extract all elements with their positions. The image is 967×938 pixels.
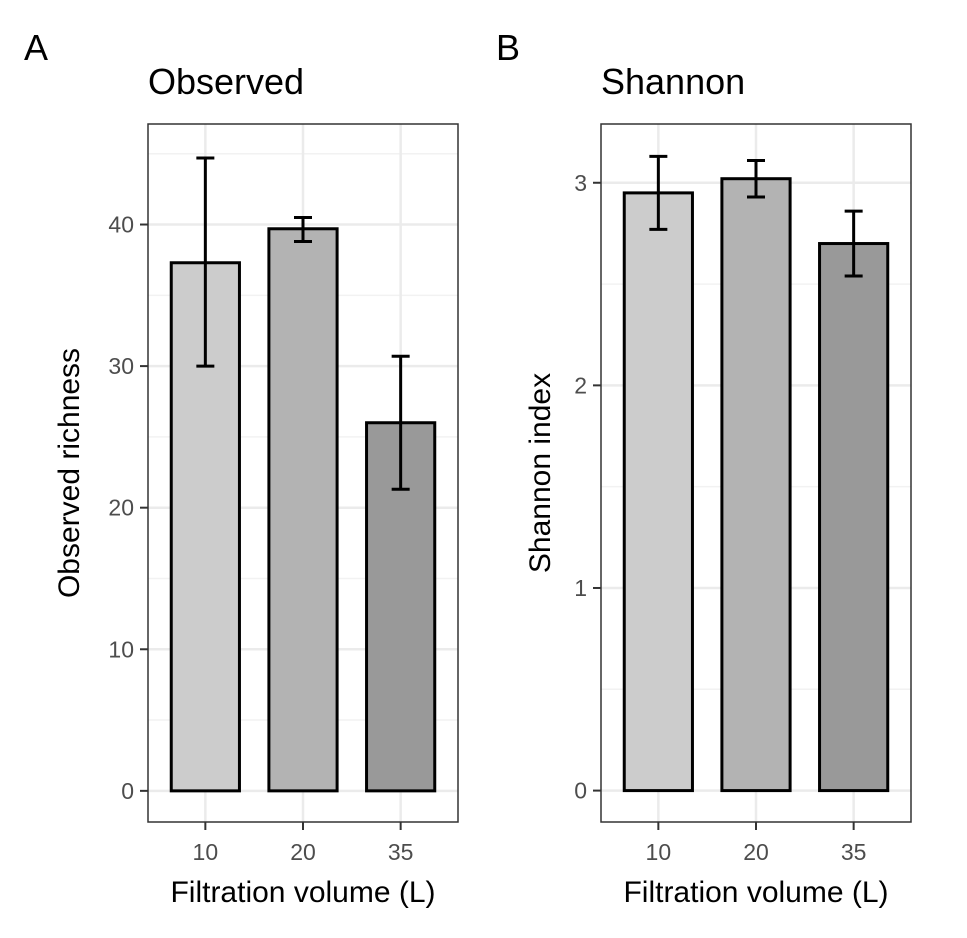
y-tick-label: 10 — [108, 636, 134, 662]
panel-b: 0 1 2 3 10 20 35 B Shannon Filtration volume (L) S… — [496, 27, 912, 909]
bar-10 — [622, 191, 694, 793]
x-tick-label: 35 — [841, 839, 867, 865]
y-tick-label: 30 — [108, 353, 134, 379]
x-tick-label: 35 — [388, 839, 414, 865]
y-tick-label: 3 — [574, 170, 587, 196]
bar-35 — [818, 242, 890, 793]
panel-title: Observed — [148, 61, 304, 102]
bar-10 — [169, 261, 241, 793]
y-tick-label: 0 — [574, 778, 587, 804]
y-tick-label: 40 — [108, 212, 134, 238]
x-axis-title: Filtration volume (L) — [170, 876, 435, 909]
bar-20 — [267, 227, 339, 793]
x-tick-label: 20 — [743, 839, 769, 865]
panel-letter: B — [496, 27, 520, 68]
y-axis-title: Shannon index — [524, 373, 557, 573]
y-tick-label: 0 — [121, 778, 134, 804]
x-tick-label: 10 — [193, 839, 219, 865]
x-tick-label: 10 — [646, 839, 672, 865]
bar-20 — [720, 177, 792, 793]
x-axis-title: Filtration volume (L) — [623, 876, 888, 909]
bar-35 — [365, 421, 437, 793]
x-tick-label: 20 — [290, 839, 316, 865]
y-tick-label: 2 — [574, 372, 587, 398]
y-axis-title: Observed richness — [53, 348, 86, 598]
y-tick-label: 20 — [108, 495, 134, 521]
panel-title: Shannon — [601, 61, 745, 102]
panel-a: 0 10 20 30 40 10 20 35 A Observed Filtration volum… — [24, 27, 459, 909]
y-tick-label: 1 — [574, 575, 587, 601]
panel-letter: A — [24, 27, 48, 68]
